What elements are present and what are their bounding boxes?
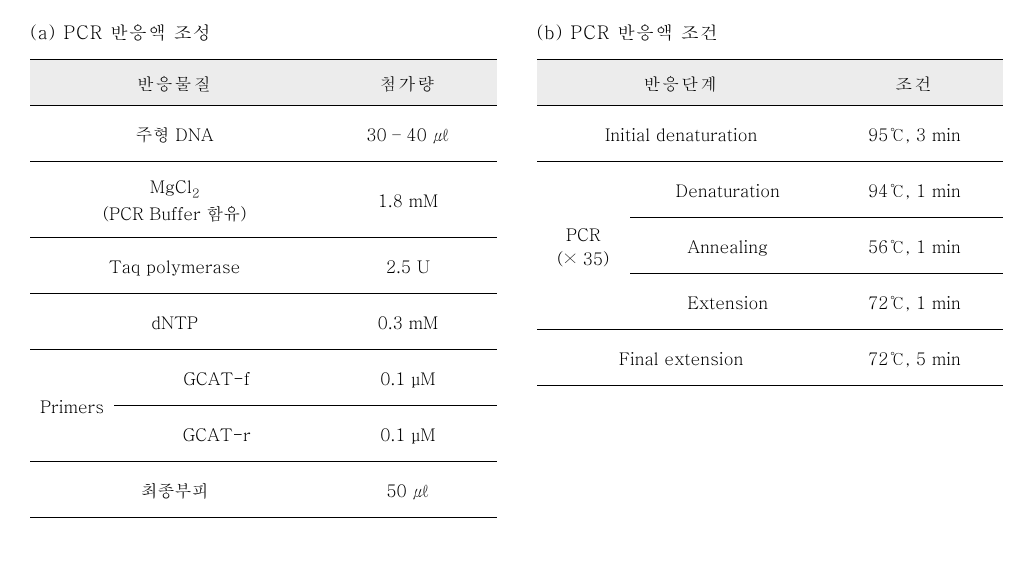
mgcl2-sub: 2 [192,183,200,201]
cell-cond: 94℃, 1 min [826,162,1003,218]
cell-name: 주형 DNA [30,106,319,162]
panel-b: (b) PCR 반응액 조건 반응단계 조건 Initial denaturat… [537,20,1004,386]
pcr-label-line2: (× 35) [557,246,610,270]
cell-cond: 72℃, 5 min [826,330,1003,386]
cell-name: dNTP [30,294,319,350]
cell-name: 최종부피 [30,462,319,518]
table-a: 반응물질 첨가량 주형 DNA 30 – 40 ㎕ MgCl2 (PCR Buf… [30,59,497,518]
cell-cond: 72℃, 1 min [826,274,1003,330]
table-row: Primers GCAT-f 0.1 µM [30,350,497,406]
table-row: 최종부피 50 ㎕ [30,462,497,518]
table-row: PCR (× 35) Denaturation 94℃, 1 min [537,162,1004,218]
mgcl2-label: MgCl [150,174,192,198]
cell-name: GCAT-r [114,406,319,462]
cell-amount: 0.1 µM [319,350,496,406]
cell-step: Annealing [630,218,826,274]
title-b: (b) PCR 반응액 조건 [537,20,1004,45]
th-a-reactant: 반응물질 [30,60,319,106]
th-b-step: 반응단계 [537,60,826,106]
cell-amount: 30 – 40 ㎕ [319,106,496,162]
table-row: Initial denaturation 95℃, 3 min [537,106,1004,162]
th-a-amount: 첨가량 [319,60,496,106]
cell-amount: 0.3 mM [319,294,496,350]
cell-step: Extension [630,274,826,330]
cell-step: Denaturation [630,162,826,218]
table-b-header-row: 반응단계 조건 [537,60,1004,106]
primers-label: Primers [30,350,114,462]
cell-amount: 50 ㎕ [319,462,496,518]
pcr-cycle-label: PCR (× 35) [537,162,630,330]
cell-step: Final extension [537,330,826,386]
cell-name: GCAT-f [114,350,319,406]
panel-a: (a) PCR 반응액 조성 반응물질 첨가량 주형 DNA 30 – 40 ㎕… [30,20,497,518]
cell-cond: 95℃, 3 min [826,106,1003,162]
cell-name: MgCl2 (PCR Buffer 함유) [30,162,319,238]
table-row: Taq polymerase 2.5 U [30,238,497,294]
table-b: 반응단계 조건 Initial denaturation 95℃, 3 min … [537,59,1004,386]
table-a-header-row: 반응물질 첨가량 [30,60,497,106]
title-a: (a) PCR 반응액 조성 [30,20,497,45]
table-row: MgCl2 (PCR Buffer 함유) 1.8 mM [30,162,497,238]
table-row: dNTP 0.3 mM [30,294,497,350]
mgcl2-note: (PCR Buffer 함유) [103,201,247,225]
cell-amount: 1.8 mM [319,162,496,238]
th-b-cond: 조건 [826,60,1003,106]
cell-step: Initial denaturation [537,106,826,162]
cell-cond: 56℃, 1 min [826,218,1003,274]
cell-name: Taq polymerase [30,238,319,294]
pcr-label-line1: PCR [566,222,601,246]
cell-amount: 0.1 µM [319,406,496,462]
table-row: 주형 DNA 30 – 40 ㎕ [30,106,497,162]
tables-container: (a) PCR 반응액 조성 반응물질 첨가량 주형 DNA 30 – 40 ㎕… [30,20,1003,518]
cell-amount: 2.5 U [319,238,496,294]
table-row: Final extension 72℃, 5 min [537,330,1004,386]
